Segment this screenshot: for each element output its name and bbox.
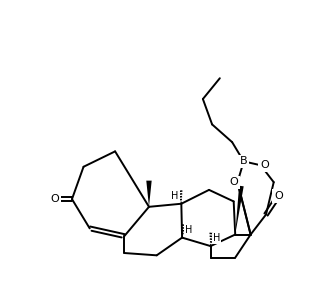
Text: B: B	[240, 156, 247, 166]
Polygon shape	[235, 186, 244, 234]
Text: O: O	[229, 177, 238, 187]
Text: O: O	[274, 191, 283, 201]
Text: H: H	[172, 191, 179, 201]
Text: O: O	[51, 194, 59, 204]
Polygon shape	[146, 181, 152, 207]
Text: H: H	[184, 225, 192, 235]
Text: O: O	[260, 160, 269, 170]
Text: H: H	[213, 234, 220, 243]
